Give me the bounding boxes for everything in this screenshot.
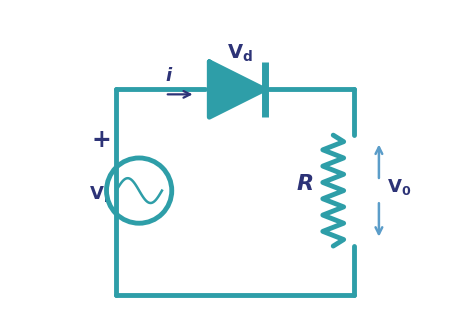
Text: R: R <box>297 174 314 194</box>
Text: i: i <box>165 67 171 86</box>
Text: $\mathbf{V_d}$: $\mathbf{V_d}$ <box>228 43 253 64</box>
Text: +: + <box>92 128 111 152</box>
Text: $\mathbf{V_0}$: $\mathbf{V_0}$ <box>387 177 411 197</box>
Text: $\mathbf{V_i}$: $\mathbf{V_i}$ <box>89 184 108 204</box>
Polygon shape <box>210 62 264 117</box>
